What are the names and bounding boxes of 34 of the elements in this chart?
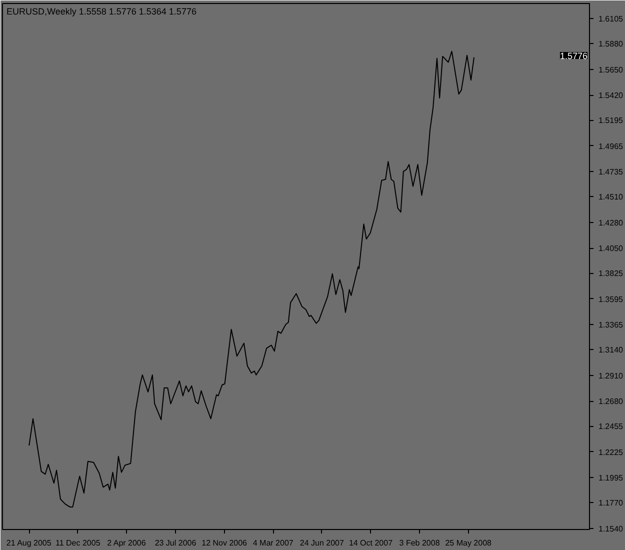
y-tick-label: 1.4050	[598, 244, 624, 254]
x-tick-label: 3 Feb 2008	[399, 538, 440, 548]
y-tick-label: 1.5880	[598, 40, 624, 49]
y-tick-label: 1.3595	[598, 294, 624, 304]
y-tick-label: 1.3825	[598, 269, 624, 278]
y-tick-label: 1.5195	[598, 116, 624, 126]
y-tick-label: 1.3365	[598, 320, 624, 330]
y-tick-label: 1.5420	[598, 91, 624, 100]
x-tick-label: 4 Mar 2007	[252, 538, 294, 548]
y-tick-label: 1.2225	[598, 448, 624, 457]
y-tick-label: 1.4735	[598, 168, 624, 177]
y-tick-label: 1.4280	[598, 218, 624, 228]
y-tick-label: 1.2910	[598, 371, 624, 380]
y-tick-label: 1.2455	[598, 422, 624, 432]
y-tick-label: 1.4510	[598, 192, 624, 202]
line-series	[28, 50, 475, 508]
x-tick-label: 12 Nov 2006	[202, 538, 248, 548]
chart-title: EURUSD,Weekly 1.5558 1.5776 1.5364 1.5776	[6, 6, 196, 16]
x-tick-label: 2 Apr 2006	[107, 538, 146, 548]
x-tick-label: 24 Jun 2007	[300, 538, 344, 548]
y-tick-label: 1.3140	[598, 346, 624, 355]
y-tick-label: 1.1540	[598, 524, 624, 534]
y-tick-label: 1.2680	[598, 397, 624, 406]
x-tick-label: 11 Dec 2005	[56, 538, 101, 548]
y-tick-label: 1.1770	[598, 498, 624, 508]
y-tick-label: 1.1995	[598, 474, 624, 483]
annotation: 1.5776	[560, 51, 588, 61]
y-tick-label: 1.6105	[598, 14, 624, 24]
y-tick-label: 1.4965	[598, 142, 624, 151]
x-tick-label: 21 Aug 2005	[6, 538, 52, 548]
x-tick-label: 23 Jul 2006	[154, 538, 197, 548]
x-tick-label: 25 May 2008	[445, 538, 492, 548]
x-tick-label: 14 Oct 2007	[348, 538, 394, 548]
y-tick-label: 1.5650	[598, 65, 624, 74]
